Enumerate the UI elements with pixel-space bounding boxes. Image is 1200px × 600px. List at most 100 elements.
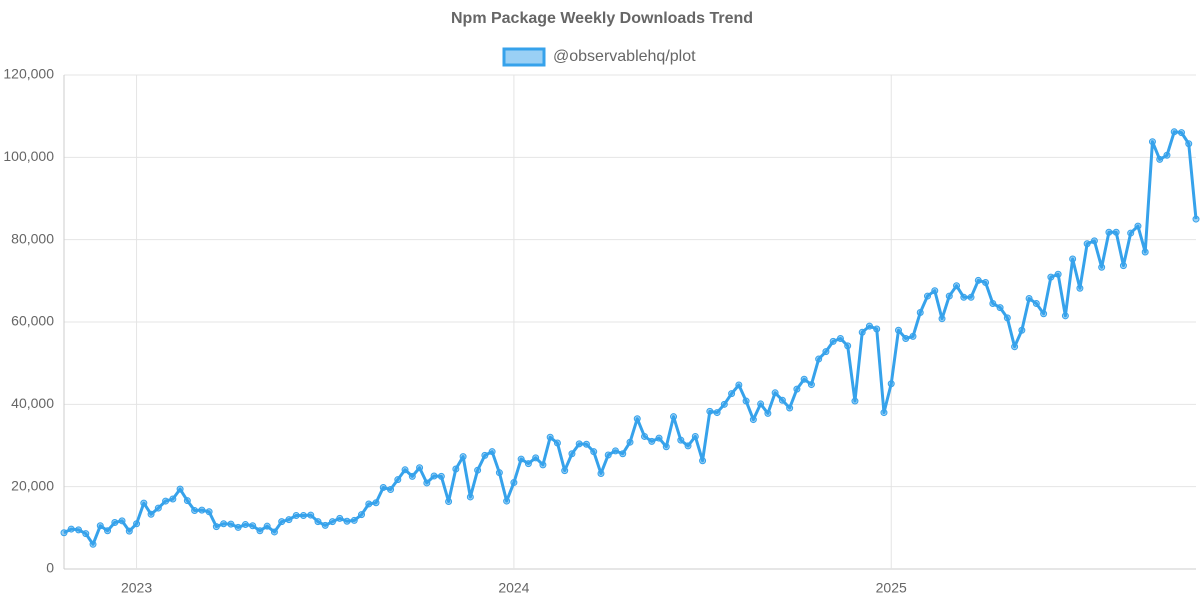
data-point bbox=[336, 514, 344, 522]
data-point bbox=[546, 433, 554, 441]
data-point bbox=[394, 476, 402, 484]
data-point bbox=[582, 440, 590, 448]
legend-label: @observablehq/plot bbox=[553, 48, 696, 65]
data-point bbox=[343, 517, 351, 525]
data-point bbox=[670, 413, 678, 421]
data-point bbox=[597, 469, 605, 477]
data-point bbox=[278, 518, 286, 526]
data-point bbox=[379, 483, 387, 491]
data-point bbox=[909, 332, 917, 340]
data-point bbox=[445, 497, 453, 505]
data-point bbox=[894, 326, 902, 334]
data-point bbox=[800, 375, 808, 383]
data-point bbox=[416, 464, 424, 472]
data-point bbox=[793, 385, 801, 393]
data-point bbox=[495, 469, 503, 477]
data-point bbox=[140, 499, 148, 507]
data-point bbox=[524, 460, 532, 468]
data-point bbox=[1156, 155, 1164, 163]
data-point bbox=[553, 439, 561, 447]
y-tick-label: 0 bbox=[46, 560, 54, 576]
data-point bbox=[169, 495, 177, 503]
data-point bbox=[822, 348, 830, 356]
data-point bbox=[1134, 222, 1142, 230]
data-point bbox=[270, 528, 278, 536]
data-point bbox=[1163, 151, 1171, 159]
data-point bbox=[996, 304, 1004, 312]
data-point bbox=[844, 342, 852, 350]
data-point bbox=[953, 282, 961, 290]
chart-title: Npm Package Weekly Downloads Trend bbox=[451, 10, 753, 27]
data-point bbox=[285, 516, 293, 524]
data-point bbox=[466, 493, 474, 501]
data-point bbox=[836, 334, 844, 342]
data-point bbox=[974, 276, 982, 284]
data-point bbox=[96, 522, 104, 530]
data-point bbox=[633, 415, 641, 423]
data-point bbox=[590, 448, 598, 456]
data-point bbox=[655, 434, 663, 442]
data-point bbox=[684, 442, 692, 450]
data-point bbox=[176, 485, 184, 493]
x-tick-label: 2025 bbox=[876, 580, 907, 596]
data-point bbox=[924, 292, 932, 300]
data-point bbox=[1098, 263, 1106, 271]
data-point bbox=[1032, 299, 1040, 307]
data-point bbox=[778, 396, 786, 404]
data-point bbox=[960, 293, 968, 301]
data-point bbox=[807, 381, 815, 389]
data-point bbox=[1011, 343, 1019, 351]
data-point bbox=[982, 278, 990, 286]
data-point bbox=[1141, 248, 1149, 256]
data-point bbox=[1192, 215, 1200, 223]
data-point bbox=[1119, 262, 1127, 270]
data-point bbox=[1185, 140, 1193, 148]
data-point bbox=[1018, 326, 1026, 334]
data-point bbox=[677, 436, 685, 444]
data-point bbox=[749, 416, 757, 424]
data-point bbox=[1054, 270, 1062, 278]
legend-swatch bbox=[502, 47, 546, 67]
data-point bbox=[89, 540, 97, 548]
data-point bbox=[292, 511, 300, 519]
data-point bbox=[865, 322, 873, 330]
data-point bbox=[147, 510, 155, 518]
data-point bbox=[1127, 229, 1135, 237]
data-point bbox=[459, 453, 467, 461]
data-point bbox=[328, 518, 336, 526]
data-point bbox=[517, 455, 525, 463]
data-point bbox=[619, 450, 627, 458]
data-point bbox=[532, 454, 540, 462]
data-point bbox=[75, 526, 83, 534]
data-point bbox=[452, 465, 460, 473]
data-point bbox=[568, 450, 576, 458]
data-point bbox=[662, 443, 670, 451]
data-point bbox=[771, 389, 779, 397]
data-point bbox=[256, 527, 264, 535]
y-tick-label: 20,000 bbox=[11, 477, 54, 493]
data-point bbox=[430, 472, 438, 480]
data-point bbox=[611, 447, 619, 455]
data-point bbox=[539, 461, 547, 469]
data-point bbox=[815, 355, 823, 363]
data-point bbox=[111, 518, 119, 526]
data-point bbox=[1076, 284, 1084, 292]
data-point bbox=[851, 397, 859, 405]
data-point bbox=[205, 508, 213, 516]
data-point bbox=[133, 520, 141, 528]
y-tick-label: 100,000 bbox=[3, 148, 54, 164]
data-point bbox=[1090, 237, 1098, 245]
data-point bbox=[938, 315, 946, 323]
data-point bbox=[1148, 138, 1156, 146]
data-point bbox=[118, 517, 126, 525]
data-point bbox=[488, 448, 496, 456]
y-tick-label: 60,000 bbox=[11, 313, 54, 329]
data-point bbox=[967, 293, 975, 301]
data-point bbox=[198, 506, 206, 514]
data-point bbox=[706, 407, 714, 415]
data-point bbox=[82, 530, 90, 538]
data-point bbox=[474, 466, 482, 474]
series-line bbox=[63, 130, 1198, 546]
data-point bbox=[408, 472, 416, 480]
data-point bbox=[604, 451, 612, 459]
